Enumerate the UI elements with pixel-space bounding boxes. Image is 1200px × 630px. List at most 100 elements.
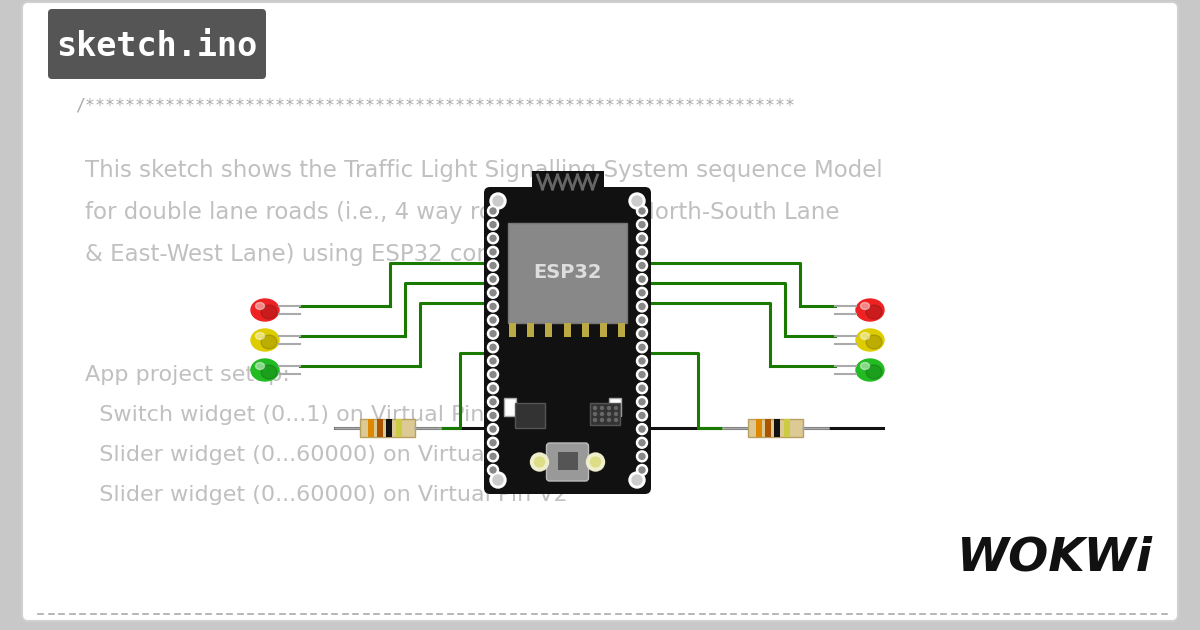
- Bar: [600, 323, 607, 337]
- Circle shape: [490, 399, 496, 405]
- Circle shape: [632, 475, 642, 485]
- Circle shape: [640, 358, 646, 364]
- Circle shape: [629, 193, 646, 209]
- Ellipse shape: [860, 362, 870, 370]
- Circle shape: [487, 396, 498, 408]
- Circle shape: [640, 413, 646, 418]
- Circle shape: [493, 196, 503, 206]
- Bar: [386, 419, 392, 437]
- Ellipse shape: [262, 365, 277, 379]
- Circle shape: [487, 410, 498, 421]
- Bar: [396, 419, 402, 437]
- Ellipse shape: [251, 299, 278, 321]
- Circle shape: [607, 418, 611, 421]
- Circle shape: [487, 314, 498, 326]
- Circle shape: [594, 413, 596, 416]
- Ellipse shape: [866, 335, 882, 349]
- Circle shape: [636, 232, 648, 244]
- Circle shape: [487, 382, 498, 394]
- Circle shape: [487, 232, 498, 244]
- Circle shape: [490, 304, 496, 309]
- Circle shape: [490, 372, 496, 377]
- Circle shape: [607, 406, 611, 410]
- Circle shape: [600, 418, 604, 421]
- Circle shape: [640, 304, 646, 309]
- Circle shape: [490, 290, 496, 296]
- Bar: [368, 419, 374, 437]
- Circle shape: [493, 475, 503, 485]
- Circle shape: [640, 372, 646, 377]
- Bar: [610, 398, 622, 416]
- Circle shape: [636, 423, 648, 435]
- Circle shape: [487, 260, 498, 271]
- Circle shape: [487, 328, 498, 339]
- Circle shape: [636, 287, 648, 298]
- Text: Switch widget (0...1) on Virtual Pin V0: Switch widget (0...1) on Virtual Pin V0: [85, 405, 521, 425]
- Bar: [509, 323, 516, 337]
- Ellipse shape: [860, 333, 870, 340]
- Circle shape: [530, 453, 548, 471]
- Circle shape: [487, 287, 498, 298]
- Circle shape: [487, 273, 498, 285]
- Circle shape: [600, 406, 604, 410]
- Circle shape: [614, 413, 618, 416]
- FancyBboxPatch shape: [484, 187, 650, 494]
- Text: for double lane roads (i.e., 4 way road crossing, North-South Lane: for double lane roads (i.e., 4 way road …: [85, 200, 840, 224]
- Circle shape: [636, 410, 648, 421]
- Circle shape: [636, 437, 648, 448]
- Circle shape: [636, 219, 648, 230]
- Circle shape: [487, 423, 498, 435]
- Ellipse shape: [856, 359, 884, 381]
- Circle shape: [636, 396, 648, 408]
- Circle shape: [640, 440, 646, 446]
- Circle shape: [490, 276, 496, 282]
- Circle shape: [490, 317, 496, 323]
- Text: /***********************************************************************: /***************************************…: [74, 96, 796, 114]
- Circle shape: [636, 355, 648, 367]
- Circle shape: [490, 331, 496, 336]
- Circle shape: [490, 454, 496, 459]
- Circle shape: [636, 464, 648, 476]
- Bar: [618, 323, 625, 337]
- Circle shape: [636, 205, 648, 217]
- Circle shape: [640, 235, 646, 241]
- Circle shape: [640, 331, 646, 336]
- Circle shape: [614, 406, 618, 410]
- Bar: [558, 452, 577, 470]
- Circle shape: [490, 440, 496, 446]
- Circle shape: [490, 472, 506, 488]
- Circle shape: [490, 385, 496, 391]
- Bar: [756, 419, 762, 437]
- Circle shape: [640, 290, 646, 296]
- Circle shape: [636, 369, 648, 380]
- Circle shape: [487, 464, 498, 476]
- Text: Slider widget (0...60000) on Virtual Pin V1: Slider widget (0...60000) on Virtual Pin…: [85, 445, 568, 465]
- Circle shape: [487, 451, 498, 462]
- Circle shape: [636, 301, 648, 312]
- Circle shape: [636, 382, 648, 394]
- Circle shape: [490, 249, 496, 255]
- Ellipse shape: [251, 329, 278, 351]
- Circle shape: [640, 426, 646, 432]
- FancyBboxPatch shape: [546, 443, 588, 481]
- Ellipse shape: [256, 333, 264, 340]
- Text: ESP32: ESP32: [533, 263, 601, 282]
- Circle shape: [594, 406, 596, 410]
- Bar: [545, 323, 552, 337]
- Bar: [590, 403, 620, 425]
- Ellipse shape: [262, 305, 277, 319]
- Circle shape: [490, 426, 496, 432]
- Bar: [774, 419, 780, 437]
- Text: Slider widget (0...60000) on Virtual Pin V2: Slider widget (0...60000) on Virtual Pin…: [85, 485, 568, 505]
- Circle shape: [600, 413, 604, 416]
- Circle shape: [487, 437, 498, 448]
- Text: WOKWi: WOKWi: [958, 536, 1153, 580]
- Circle shape: [487, 205, 498, 217]
- Circle shape: [490, 467, 496, 473]
- Bar: [504, 398, 516, 416]
- Circle shape: [490, 235, 496, 241]
- Circle shape: [636, 328, 648, 339]
- Bar: [532, 171, 604, 201]
- Ellipse shape: [256, 302, 264, 309]
- Circle shape: [607, 413, 611, 416]
